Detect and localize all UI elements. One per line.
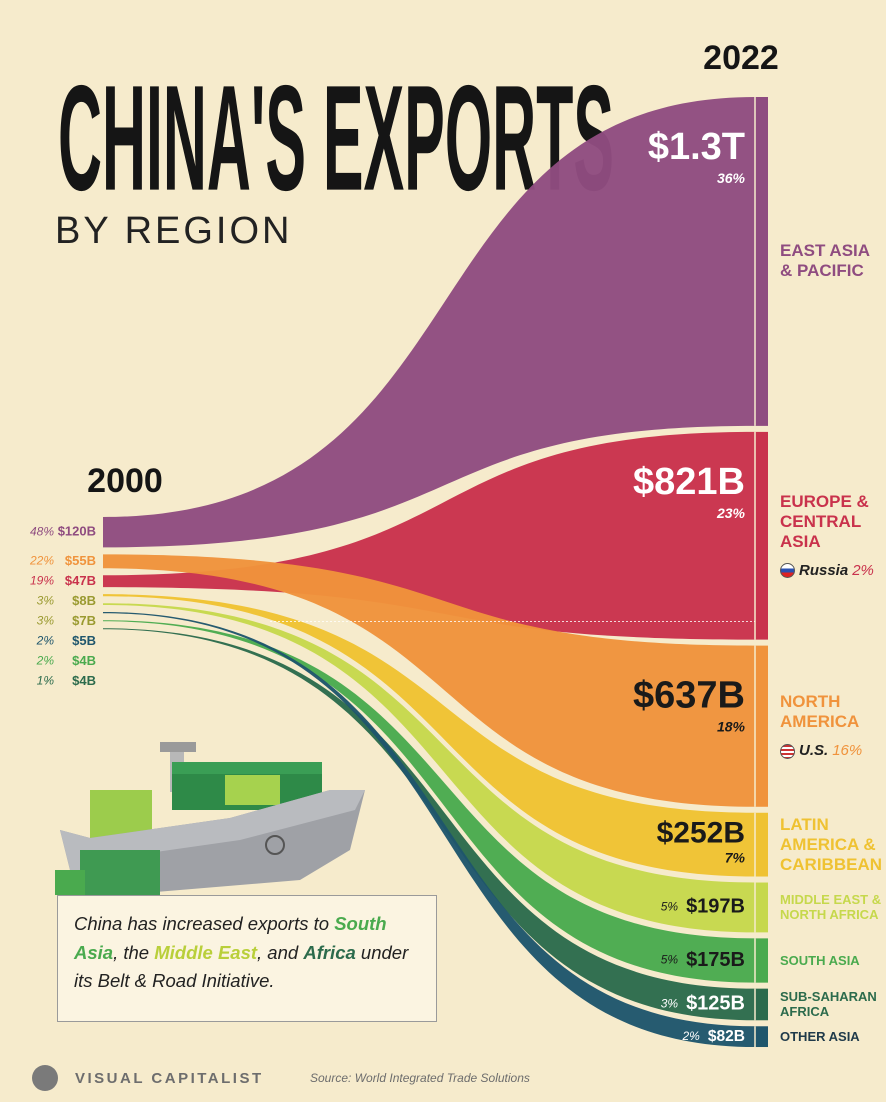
region-name: OTHER ASIA <box>780 1029 886 1044</box>
share-label: 5% <box>661 953 679 967</box>
value-label: $47B <box>65 573 96 588</box>
region-label: MIDDLE EAST & NORTH AFRICA <box>780 892 886 923</box>
share-label: 3% <box>37 593 55 607</box>
sub-name: U.S. <box>799 742 828 760</box>
value-label: $82B <box>708 1028 745 1045</box>
annotation-text: Middle East <box>154 942 257 963</box>
bar <box>755 813 768 877</box>
annotation-text: , the <box>113 942 154 963</box>
value-label: $197B <box>686 896 745 918</box>
region-label: SOUTH ASIA <box>780 953 886 968</box>
year-label: 2000 <box>87 462 163 500</box>
value-label: $821B <box>633 461 745 503</box>
value-label: $8B <box>72 593 96 608</box>
chart-subtitle: BY REGION <box>55 210 292 252</box>
share-label: 3% <box>661 997 679 1011</box>
brand: VISUAL CAPITALIST <box>75 1070 264 1087</box>
value-label: $7B <box>72 613 96 628</box>
source: Source: World Integrated Trade Solutions <box>310 1071 530 1085</box>
bar <box>755 646 768 807</box>
share-label: 19% <box>30 573 54 587</box>
value-label: $5B <box>72 633 96 648</box>
region-name: EUROPE & CENTRAL ASIA <box>780 492 876 552</box>
infographic: CHINA'S EXPORTS BY REGION VISUAL CAPITAL… <box>0 0 886 1102</box>
value-label: $125B <box>686 993 745 1015</box>
value-label: $4B <box>72 673 96 688</box>
value-label: $120B <box>58 524 96 539</box>
annotation-text: China has increased exports to <box>74 913 334 934</box>
share-label: 2% <box>681 1029 700 1043</box>
region-name: LATIN AMERICA & CARIBBEAN <box>780 815 876 875</box>
share-label: 5% <box>661 900 679 914</box>
share-label: 48% <box>30 524 54 538</box>
share-label: 3% <box>37 613 55 627</box>
region-label: OTHER ASIA <box>780 1029 886 1044</box>
bar <box>755 1026 768 1047</box>
region-label: LATIN AMERICA & CARIBBEAN <box>780 815 876 875</box>
sub-share: 2% <box>852 562 874 580</box>
value-label: $175B <box>686 949 745 971</box>
year-label: 2022 <box>703 39 779 77</box>
share-label: 36% <box>717 170 746 186</box>
bar <box>755 97 768 426</box>
bar <box>755 989 768 1021</box>
sub-name: Russia <box>799 562 848 580</box>
sub-note: U.S.16% <box>780 742 876 760</box>
share-label: 2% <box>36 633 55 647</box>
share-label: 23% <box>716 505 746 521</box>
flag <box>780 563 795 578</box>
ship-illustration <box>55 742 365 895</box>
region-name: EAST ASIA & PACIFIC <box>780 241 876 281</box>
value-label: $637B <box>633 675 745 717</box>
value-label: $1.3T <box>648 126 745 168</box>
annotation-text: , and <box>257 942 303 963</box>
share-label: 2% <box>36 653 55 667</box>
flag <box>780 744 795 759</box>
share-label: 22% <box>29 553 54 567</box>
region-label: EAST ASIA & PACIFIC <box>780 241 876 281</box>
annotation: China has increased exports to South Asi… <box>57 895 437 1022</box>
annotation-text: Africa <box>303 942 355 963</box>
bar <box>755 938 768 982</box>
share-label: 7% <box>725 849 746 865</box>
share-label: 1% <box>37 673 55 687</box>
bar <box>755 883 768 933</box>
region-name: SUB-SAHARAN AFRICA <box>780 989 886 1020</box>
logo <box>32 1065 58 1091</box>
value-label: $4B <box>72 653 96 668</box>
region-name: MIDDLE EAST & NORTH AFRICA <box>780 892 886 923</box>
region-label: NORTH AMERICA U.S.16% <box>780 692 876 760</box>
value-label: $55B <box>65 553 96 568</box>
region-name: SOUTH ASIA <box>780 953 886 968</box>
region-name: NORTH AMERICA <box>780 692 876 732</box>
value-label: $252B <box>657 817 745 850</box>
sub-share: 16% <box>832 742 862 760</box>
share-label: 18% <box>717 719 746 735</box>
bar <box>755 432 768 640</box>
region-label: SUB-SAHARAN AFRICA <box>780 989 886 1020</box>
